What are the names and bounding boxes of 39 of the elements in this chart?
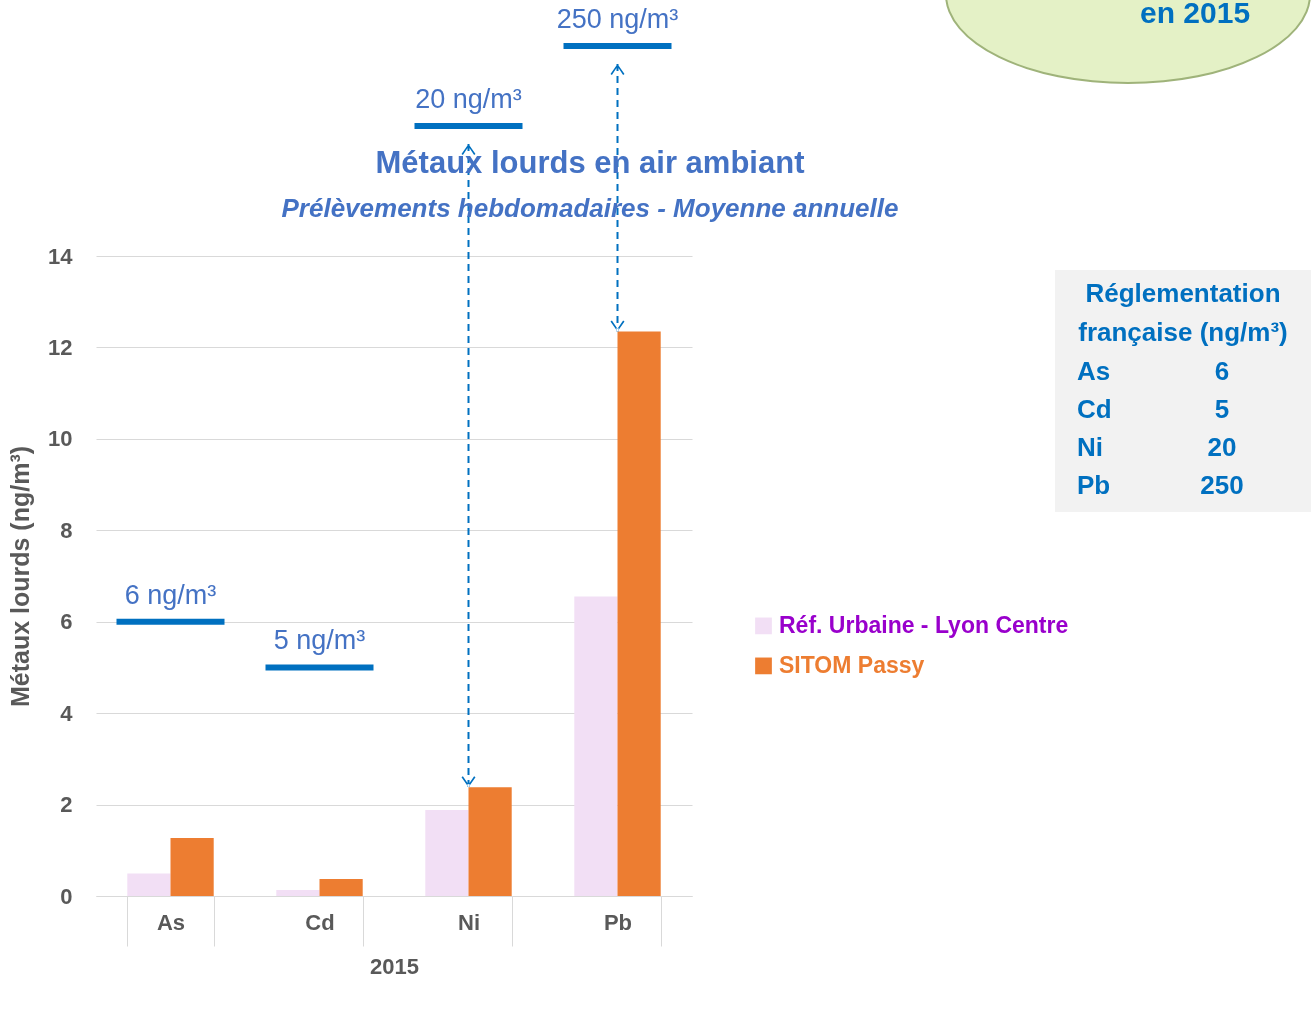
bar [574, 596, 618, 896]
category-label: Pb [1077, 468, 1112, 502]
y-tick-label: 14 [48, 243, 74, 269]
category-label: Cd [1077, 392, 1113, 426]
ref-line-label: 6 ng/m³ [124, 579, 217, 610]
y-tick-label: 2 [60, 792, 73, 818]
chart-title: Métaux lourds en air ambiant [374, 145, 806, 181]
x-tick-label: As [156, 909, 186, 935]
text: Réglementation française (ng/m³) [1077, 277, 1289, 349]
text: 250 ng/m³ [556, 4, 679, 34]
y-tick-label: 6 [60, 609, 73, 635]
ref-line-label: 5 ng/m³ [273, 625, 366, 656]
y-tick-label: 8 [60, 517, 73, 543]
x-tick-label: Cd [305, 909, 335, 935]
x-axis-title: 2015 [370, 954, 419, 979]
bar [319, 879, 363, 896]
y-tick-label: 4 [60, 700, 74, 726]
data-label: 20 [1206, 430, 1238, 464]
y-axis-title: Métaux lourds (ng/m³) [6, 445, 35, 708]
text: 20 ng/m³ [415, 84, 522, 114]
y-tick-label: 12 [48, 334, 73, 360]
y-tick-label: 10 [48, 426, 73, 452]
legend-label: SITOM Passy [779, 651, 925, 678]
data-label: 5 [1213, 392, 1231, 426]
category-label: As [1077, 354, 1112, 388]
chart-subtitle: Prélèvements hebdomadaires - Moyenne annuelle [280, 193, 900, 224]
legend-label: Réf. Urbaine - Lyon Centre [779, 611, 1069, 638]
bar [468, 787, 512, 896]
data-label: 6 [1213, 354, 1231, 388]
y-tick-label: 0 [60, 883, 73, 909]
category-label: Ni [1077, 430, 1104, 464]
bar [425, 810, 469, 896]
text: en 2015 [1140, 0, 1251, 30]
bar [276, 890, 320, 896]
bar [127, 873, 171, 896]
data-label: 250 [1199, 468, 1245, 502]
bar [170, 837, 214, 896]
x-tick-label: Pb [603, 909, 633, 935]
x-tick-label: Ni [458, 909, 480, 935]
